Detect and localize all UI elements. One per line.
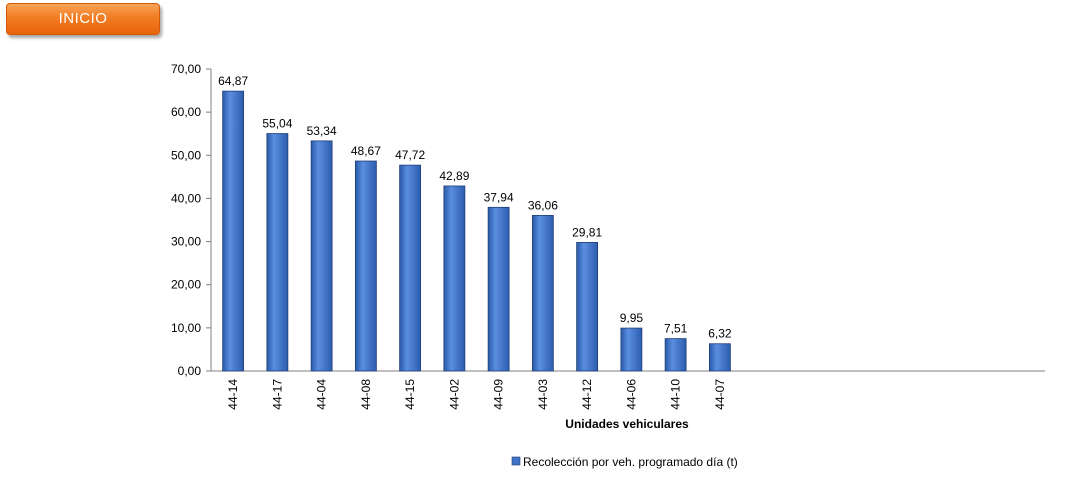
data-label: 6,32 (708, 327, 732, 341)
x-tick-label: 44-02 (447, 379, 461, 410)
x-tick-label: 44-17 (270, 379, 284, 410)
x-tick-label: 44-07 (713, 379, 727, 410)
bar (354, 160, 377, 372)
y-tick-label: 70,00 (171, 62, 201, 76)
bar (487, 206, 510, 372)
x-tick-label: 44-10 (669, 379, 683, 410)
bar (310, 140, 333, 372)
y-tick-label: 0,00 (178, 364, 202, 378)
data-label: 47,72 (395, 148, 425, 162)
data-label: 36,06 (528, 198, 558, 212)
x-tick-label: 44-09 (492, 379, 506, 410)
data-label: 37,94 (484, 190, 514, 204)
x-tick-label: 44-04 (315, 379, 329, 410)
chart-y-ticks: 0,00 10,00 20,00 30,00 40,00 50,00 60,00 70,00 (171, 62, 211, 378)
data-label: 64,87 (218, 74, 248, 88)
x-tick-label: 44-12 (580, 379, 594, 410)
legend-label: Recolección por veh. programado día (t) (523, 455, 738, 469)
y-tick-label: 60,00 (171, 105, 201, 119)
bar (222, 90, 245, 372)
x-tick-label: 44-15 (403, 379, 417, 410)
chart-data-labels: 64,87 55,04 53,34 48,67 47,72 42,89 37,94 36,06… (218, 74, 732, 341)
data-label: 55,04 (262, 117, 292, 131)
x-tick-label: 44-06 (624, 379, 638, 410)
y-tick-label: 30,00 (171, 235, 201, 249)
x-tick-label: 44-14 (226, 379, 240, 410)
bar (531, 215, 554, 372)
x-tick-label: 44-08 (359, 379, 373, 410)
data-label: 42,89 (439, 169, 469, 183)
data-label: 48,67 (351, 144, 381, 158)
bar (443, 185, 466, 372)
bar (576, 241, 599, 372)
bar (266, 133, 289, 372)
chart-x-ticks: 44-14 44-17 44-04 44-08 44-15 44-02 44-09 44-03… (226, 379, 727, 410)
data-label: 29,81 (572, 225, 602, 239)
inicio-button[interactable]: INICIO (6, 3, 160, 35)
y-tick-label: 40,00 (171, 191, 201, 205)
bar (708, 343, 731, 372)
data-label: 53,34 (307, 124, 337, 138)
data-label: 7,51 (664, 322, 688, 336)
legend-swatch (511, 456, 521, 466)
y-tick-label: 10,00 (171, 321, 201, 335)
y-tick-label: 50,00 (171, 148, 201, 162)
chart-axes (210, 69, 1045, 372)
data-label: 9,95 (620, 311, 644, 325)
bar (399, 164, 422, 372)
x-axis-label: Unidades vehiculares (565, 417, 689, 431)
bar (620, 327, 643, 372)
legend: Recolección por veh. programado día (t) (511, 455, 738, 469)
y-tick-label: 20,00 (171, 278, 201, 292)
bar (664, 338, 687, 372)
x-tick-label: 44-03 (536, 379, 550, 410)
chart-bars (222, 90, 731, 372)
